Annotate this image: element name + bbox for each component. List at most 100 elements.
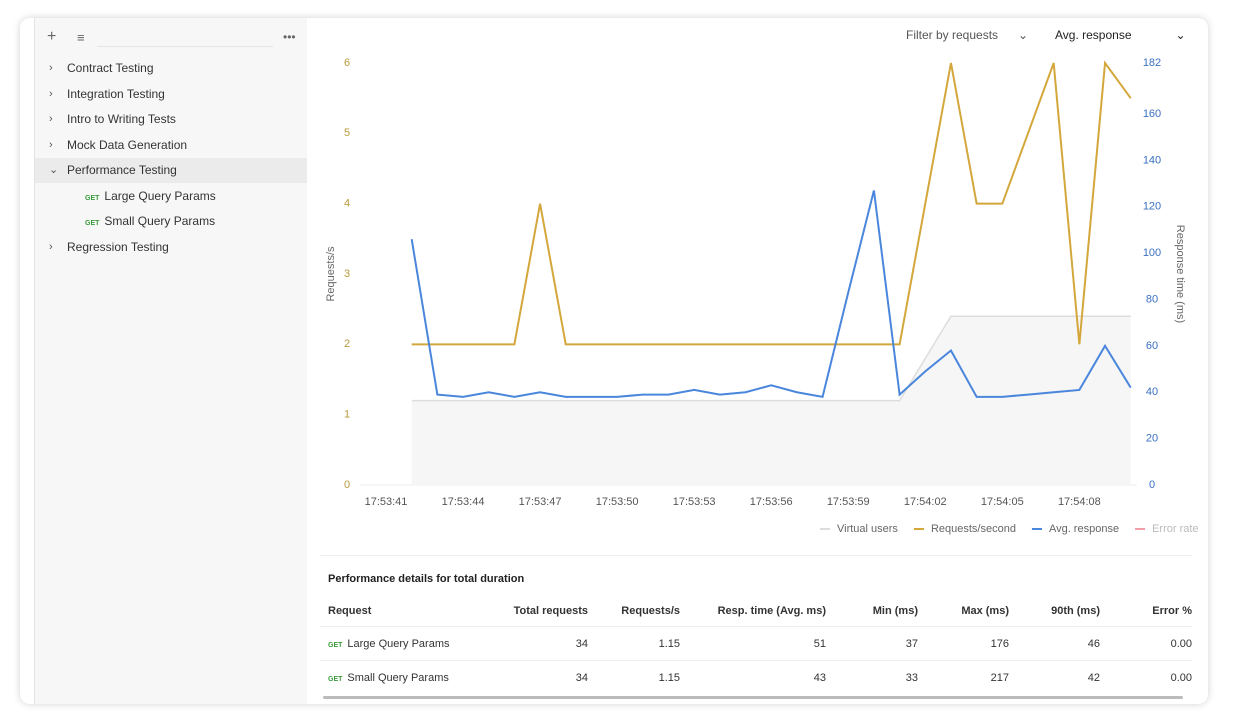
y2-tick-label: 100 [1143,247,1161,259]
legend-label[interactable]: Requests/second [931,523,1016,535]
table-cell: 34 [575,672,588,684]
tree-item[interactable]: › Integration Testing [35,82,307,107]
label: Avg. response [1055,28,1132,42]
request-name: Small Query Params [347,672,449,684]
row-divider [320,626,1192,627]
chevron: › [49,113,53,125]
method: GET [85,220,100,227]
table-cell: 90th (ms) [1051,605,1100,617]
table-cell: Min (ms) [872,605,918,617]
y2-tick-label: 160 [1143,108,1161,120]
search[interactable] [97,26,273,47]
y-tick-label: 3 [344,268,350,280]
table-cell: 1.15 [658,672,680,684]
row-divider [320,660,1192,661]
filter-dropdown[interactable]: Filter by requests ⌄ [906,28,1029,42]
table-cell: 33 [905,672,918,684]
y2-tick-label: 20 [1146,433,1158,445]
y2-tick-label: 0 [1149,479,1155,491]
item-label: Regression Testing [67,239,169,254]
table-cell: 43 [813,672,826,684]
tree-item[interactable]: ⌄ Performance Testing [35,158,307,183]
table-cell: 34 [575,638,588,650]
sidebar: + ≡ ••• › Contract Testing › Integration Te… [34,18,307,704]
table-cell: 1.15 [658,638,680,650]
y-tick-label: 2 [344,338,350,350]
request: GET Small Query Params [85,209,215,236]
divider [320,555,1192,556]
series-line [411,60,1132,346]
series-line [410,190,1132,399]
legend-label[interactable]: Error rate [1152,523,1198,535]
y2-tick-label: 80 [1146,293,1158,305]
table-cell: 42 [1087,672,1100,684]
table-cell: 51 [813,638,826,650]
request-label: Small Query Params [104,214,216,228]
x-tick-label: 17:53:41 [365,496,408,508]
item-label: Performance Testing [67,163,177,177]
table-cell: GET Large Query Params [328,638,450,650]
chevron: ⌄ [49,164,59,176]
y2-tick-label: 40 [1146,386,1158,398]
item-label: Integration Testing [67,86,165,101]
scrollbar[interactable] [323,696,1183,699]
y-tick-label: 5 [344,127,350,139]
table-cell: Request [328,605,372,617]
method: GET [85,194,100,202]
tree-item[interactable]: › Contract Testing [35,56,307,81]
x-tick-label: 17:54:08 [1058,496,1101,508]
y-axis-label: Requests/s [325,246,337,302]
y-tick-label: 1 [344,409,350,421]
series-line [411,315,1131,402]
request-item[interactable]: GET Small Query Params [35,209,307,234]
chevron: › [49,62,53,74]
table-cell: 217 [990,672,1009,684]
x-tick-label: 17:53:44 [442,496,485,508]
chevron: › [49,138,53,151]
table-cell: Max (ms) [961,605,1009,617]
y2-axis-label: Response time (ms) [1174,225,1186,323]
method: GET [328,642,343,649]
method: GET [328,676,343,683]
item-label: Intro to Writing Tests [67,112,176,126]
y2-tick-label: 182 [1143,57,1161,69]
y-tick-label: 6 [344,57,350,69]
table-cell: GET Small Query Params [328,672,449,684]
add-button[interactable]: + [47,28,57,45]
table-cell: 0.00 [1170,638,1192,650]
table-cell: 0.00 [1170,672,1192,684]
request-label: Large Query Params [104,188,216,203]
label: Filter by requests [906,28,999,42]
y-tick-label: 4 [344,198,350,210]
y2-tick-label: 140 [1143,154,1161,166]
tree-item[interactable]: › Mock Data Generation [35,133,307,158]
more-button[interactable]: ••• [283,30,296,44]
metric-dropdown[interactable]: Avg. response ⌄ [1055,28,1186,42]
table-cell: 37 [905,638,918,650]
request-name: Large Query Params [347,638,450,650]
legend-label[interactable]: Avg. response [1049,523,1119,535]
tree-item[interactable]: › Regression Testing [35,235,307,260]
chevron: › [49,87,53,100]
x-tick-label: 17:53:59 [827,496,870,508]
table-cell: 176 [990,638,1009,650]
chevron: › [49,240,53,253]
x-tick-label: 17:53:50 [596,496,639,508]
x-tick-label: 17:53:47 [519,496,562,508]
filter-button[interactable]: ≡ [77,30,85,45]
y2-tick-label: 60 [1146,340,1158,352]
legend-label[interactable]: Virtual users [837,523,898,535]
y2-tick-label: 120 [1143,201,1161,213]
table-cell: Total requests [513,605,588,617]
x-tick-label: 17:54:05 [981,496,1024,508]
table-cell: Error % [1152,605,1192,617]
tree-item[interactable]: › Intro to Writing Tests [35,107,307,132]
table-cell: Requests/s [621,605,680,617]
item-label: Contract Testing [67,61,154,75]
table-cell: 46 [1087,638,1100,650]
x-tick-label: 17:53:56 [750,496,793,508]
x-tick-label: 17:54:02 [904,496,947,508]
request-item[interactable]: GET Large Query Params [35,184,307,209]
